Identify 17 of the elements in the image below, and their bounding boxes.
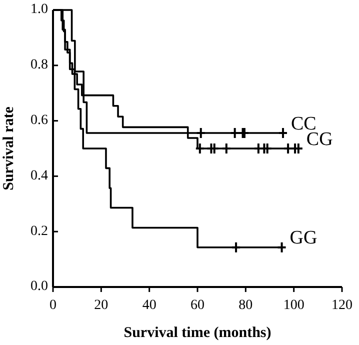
y-tick-label: 0.2 [30,224,48,239]
x-tick-label: 20 [94,298,108,313]
x-tick-label: 60 [190,298,204,313]
y-tick-label: 0.8 [30,58,48,73]
y-tick-label: 1.0 [30,2,48,18]
x-tick-label: 80 [238,298,253,313]
y-tick-label: 0.6 [30,113,48,128]
x-tick-label: 120 [332,298,352,313]
x-tick-label: 40 [142,298,156,313]
x-tick-label: 0 [50,298,56,313]
y-tick-label: 0.4 [30,168,48,184]
y-tick-label: 0.0 [30,279,48,294]
x-tick-label: 100 [283,298,304,313]
series-label: CG [306,128,334,150]
y-axis-title: Survival rate [1,106,17,190]
x-axis-title: Survival time (months) [124,325,272,341]
series-label: GG [290,228,318,249]
